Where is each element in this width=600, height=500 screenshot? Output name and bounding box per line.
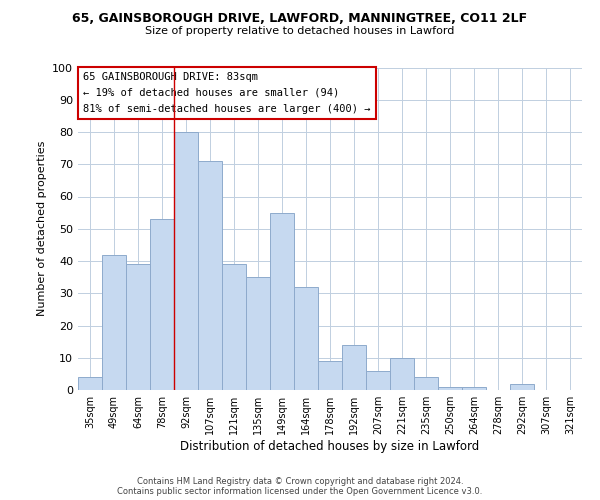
Bar	[462, 387, 486, 390]
Text: Size of property relative to detached houses in Lawford: Size of property relative to detached ho…	[145, 26, 455, 36]
Bar	[318, 361, 342, 390]
Bar	[366, 370, 390, 390]
Bar	[222, 264, 246, 390]
X-axis label: Distribution of detached houses by size in Lawford: Distribution of detached houses by size …	[181, 440, 479, 453]
Bar	[126, 264, 150, 390]
Bar	[438, 387, 462, 390]
Text: 65, GAINSBOROUGH DRIVE, LAWFORD, MANNINGTREE, CO11 2LF: 65, GAINSBOROUGH DRIVE, LAWFORD, MANNING…	[73, 12, 527, 26]
Bar	[78, 377, 102, 390]
Y-axis label: Number of detached properties: Number of detached properties	[37, 141, 47, 316]
Text: Contains HM Land Registry data © Crown copyright and database right 2024.: Contains HM Land Registry data © Crown c…	[137, 478, 463, 486]
Bar	[150, 219, 174, 390]
Bar	[510, 384, 534, 390]
Bar	[246, 277, 270, 390]
Bar	[414, 377, 438, 390]
Text: Contains public sector information licensed under the Open Government Licence v3: Contains public sector information licen…	[118, 488, 482, 496]
Bar	[270, 212, 294, 390]
Bar	[390, 358, 414, 390]
Text: 65 GAINSBOROUGH DRIVE: 83sqm
← 19% of detached houses are smaller (94)
81% of se: 65 GAINSBOROUGH DRIVE: 83sqm ← 19% of de…	[83, 72, 371, 114]
Bar	[198, 161, 222, 390]
Bar	[342, 345, 366, 390]
Bar	[174, 132, 198, 390]
Bar	[102, 254, 126, 390]
Bar	[294, 287, 318, 390]
